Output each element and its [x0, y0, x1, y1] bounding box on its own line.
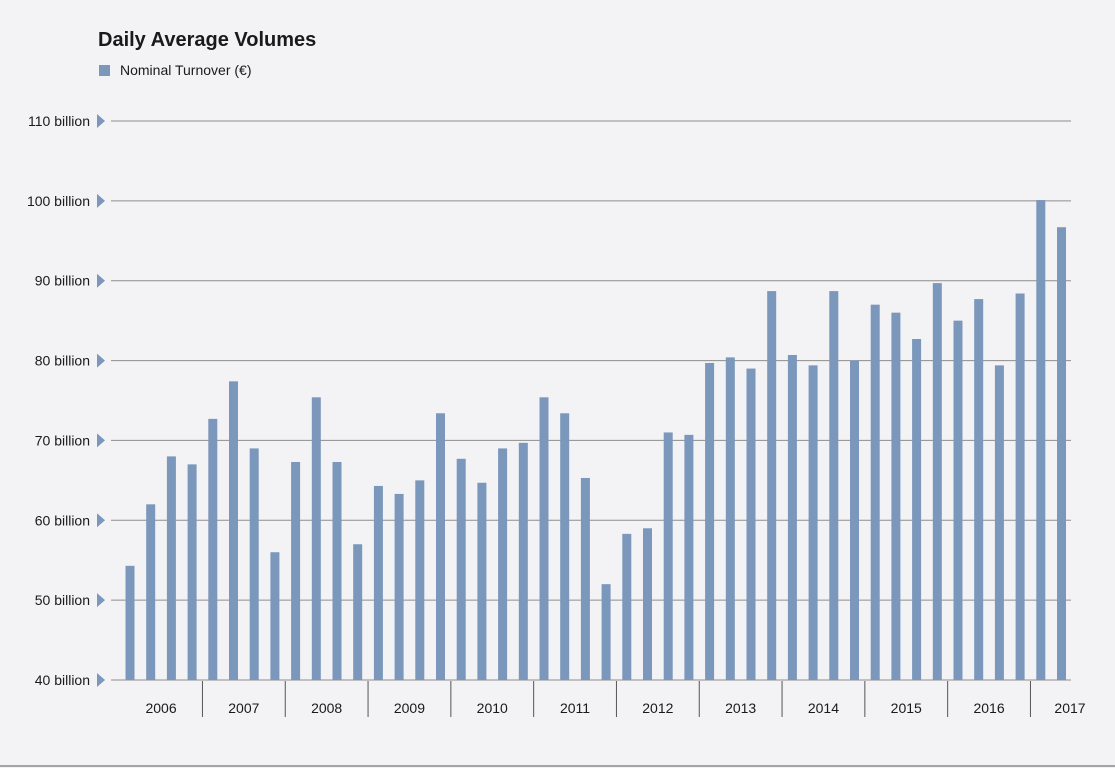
bar — [270, 552, 280, 680]
bar — [249, 448, 259, 680]
bar — [229, 381, 238, 680]
tick-marker — [97, 193, 105, 208]
bar — [166, 456, 176, 680]
bar — [891, 312, 901, 680]
bar — [994, 365, 1004, 680]
bar — [808, 365, 818, 680]
bar — [1036, 200, 1046, 680]
x-tick-label: 2013 — [725, 700, 756, 716]
x-tick-label: 2010 — [477, 700, 508, 716]
bar — [829, 291, 839, 680]
bar — [291, 461, 301, 680]
x-tick-label: 2016 — [973, 700, 1004, 716]
bar — [912, 339, 922, 680]
legend: Nominal Turnover (€) — [99, 62, 252, 78]
bar — [870, 304, 880, 680]
y-tick-label: 60 billion — [35, 512, 90, 528]
x-tick-label: 2012 — [642, 700, 673, 716]
bar — [705, 362, 715, 680]
x-tick-label: 2008 — [311, 700, 342, 716]
x-tick-label: 2009 — [394, 700, 425, 716]
bar — [332, 461, 342, 680]
legend-label: Nominal Turnover (€) — [120, 62, 252, 78]
y-tick-label: 80 billion — [35, 353, 90, 369]
bar — [746, 368, 756, 680]
bar — [850, 360, 859, 680]
y-axis: 40 billion 50 billion 60 billion 70 billion… — [27, 113, 105, 688]
tick-marker — [97, 593, 105, 608]
x-axis: 2006 2007 2008 2009 2010 2011 2012 2013 2014 2015… — [145, 681, 1086, 717]
chart-title: Daily Average Volumes — [98, 29, 316, 51]
tick-marker — [97, 433, 105, 448]
x-tick-label: 2007 — [228, 700, 259, 716]
bar — [1057, 227, 1066, 680]
bar — [974, 299, 984, 680]
y-tick-label: 110 billion — [28, 113, 90, 129]
bar — [725, 357, 735, 680]
bar — [373, 485, 383, 680]
bar — [477, 482, 487, 680]
bar — [767, 291, 777, 680]
bar — [539, 397, 549, 680]
y-tick-label: 70 billion — [35, 432, 90, 448]
x-tick-label: 2015 — [891, 700, 922, 716]
tick-marker — [97, 273, 105, 288]
tick-marker — [97, 114, 105, 128]
tick-marker — [97, 513, 105, 528]
tick-marker — [97, 673, 105, 687]
bar — [415, 480, 425, 680]
x-tick-label: 2014 — [808, 700, 839, 716]
tick-marker — [97, 353, 105, 368]
bar — [643, 528, 652, 680]
bar — [601, 584, 611, 680]
y-tick-label: 100 billion — [27, 193, 90, 209]
x-tick-label: 2006 — [145, 700, 176, 716]
bar — [208, 418, 218, 680]
bar — [518, 442, 528, 680]
bar — [394, 493, 404, 680]
y-tick-label: 90 billion — [35, 273, 90, 289]
bars — [125, 200, 1066, 680]
bar — [353, 544, 363, 680]
x-tick-label: 2017 — [1054, 700, 1085, 716]
bar — [953, 320, 963, 680]
bar — [456, 458, 466, 680]
bar — [1015, 293, 1025, 680]
y-tick-label: 50 billion — [35, 592, 90, 608]
legend-swatch — [99, 65, 110, 76]
bar — [580, 477, 590, 680]
bar — [436, 413, 445, 680]
bar — [187, 464, 197, 680]
bar — [560, 413, 570, 680]
y-tick-label: 40 billion — [35, 672, 90, 688]
bar — [498, 448, 508, 680]
bar — [622, 533, 632, 680]
x-tick-label: 2011 — [560, 700, 590, 716]
bar — [787, 354, 797, 680]
bar — [125, 565, 135, 680]
bar — [663, 432, 673, 680]
bar — [146, 504, 156, 680]
bar — [684, 434, 694, 680]
bar — [932, 283, 942, 680]
bar — [311, 397, 321, 680]
